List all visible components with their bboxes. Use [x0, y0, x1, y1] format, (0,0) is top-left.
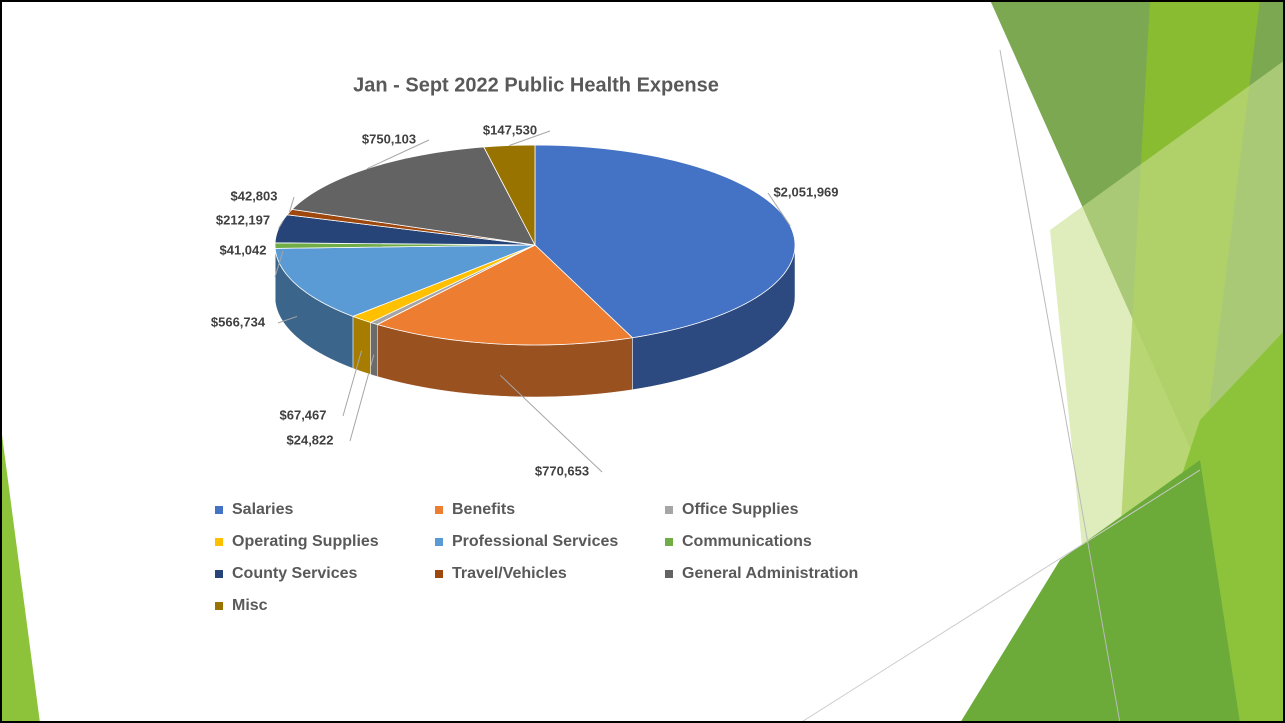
legend-swatch	[665, 538, 673, 546]
slice-top	[376, 244, 634, 346]
legend-label: Benefits	[452, 501, 515, 518]
legend-label: Misc	[232, 597, 268, 614]
chart-title: Jan - Sept 2022 Public Health Expense	[353, 74, 719, 96]
leader-line	[509, 130, 551, 146]
leader-line	[342, 350, 363, 417]
legend-swatch	[435, 506, 443, 514]
legend-swatch	[215, 506, 223, 514]
leader-line	[274, 250, 284, 277]
legend-label: Office Supplies	[682, 501, 799, 518]
legend-swatch	[665, 570, 673, 578]
slice-side	[370, 322, 378, 377]
legend-label: Communications	[682, 533, 812, 550]
pie-slice	[351, 244, 536, 375]
legend-label: Operating Supplies	[232, 533, 379, 550]
data-label: $2,051,969	[773, 184, 838, 199]
data-label: $41,042	[220, 242, 267, 257]
data-label: $42,803	[231, 188, 278, 203]
data-label: $24,822	[287, 432, 334, 447]
legend-label: Professional Services	[452, 533, 618, 550]
data-label: $750,103	[362, 131, 416, 146]
leader-line	[767, 192, 791, 227]
leader-line	[499, 374, 603, 473]
leader-line	[278, 220, 284, 229]
legend-label: Travel/Vehicles	[452, 565, 567, 582]
slice-side	[352, 316, 371, 375]
legend-swatch	[435, 570, 443, 578]
pie-slice	[274, 244, 536, 369]
leader-line	[277, 315, 298, 324]
legend-label: Salaries	[232, 501, 293, 518]
pie-slice	[376, 244, 634, 398]
legend-swatch	[215, 538, 223, 546]
data-label: $147,530	[483, 122, 537, 137]
leader-line	[289, 196, 295, 213]
leader-line	[366, 139, 430, 170]
legend-swatch	[215, 570, 223, 578]
legend-label: General Administration	[682, 565, 858, 582]
legend-swatch	[665, 506, 673, 514]
legend-swatch	[215, 602, 223, 610]
slice-top	[274, 244, 536, 317]
legend-swatch	[435, 538, 443, 546]
data-label: $770,653	[535, 463, 589, 478]
data-label: $212,197	[216, 212, 270, 227]
data-label: $566,734	[211, 314, 266, 329]
legend-label: County Services	[232, 565, 357, 582]
data-label: $67,467	[280, 407, 327, 422]
